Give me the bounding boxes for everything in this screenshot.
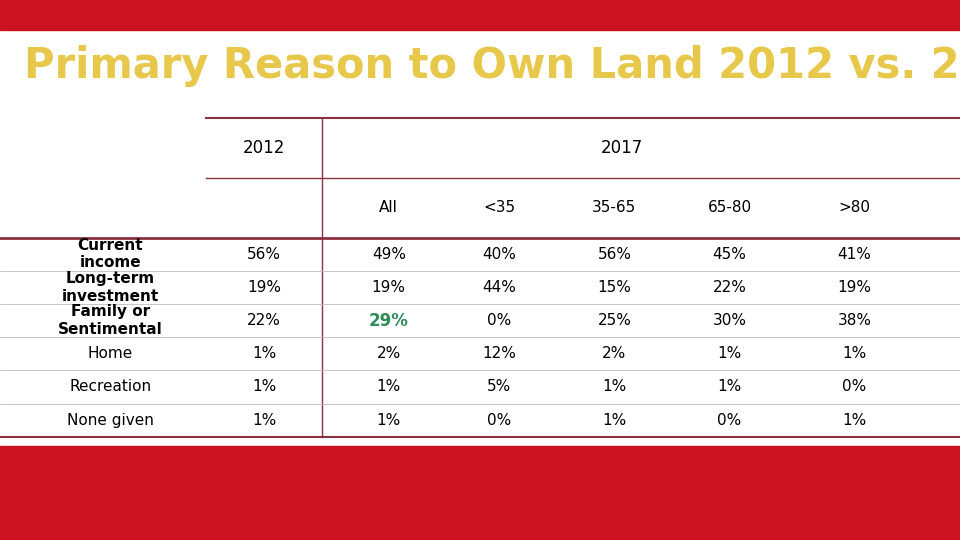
Text: 0%: 0%: [842, 380, 867, 394]
Text: >80: >80: [838, 200, 871, 215]
Text: 0%: 0%: [717, 413, 742, 428]
Text: 35-65: 35-65: [592, 200, 636, 215]
Text: All: All: [379, 200, 398, 215]
Text: 45%: 45%: [712, 247, 747, 261]
Text: 22%: 22%: [247, 313, 281, 328]
Text: Iowa State University: Iowa State University: [21, 477, 172, 490]
Text: <35: <35: [483, 200, 516, 215]
Text: 12%: 12%: [482, 346, 516, 361]
Text: 1%: 1%: [717, 346, 742, 361]
Text: 2017: 2017: [600, 139, 643, 157]
Text: 19%: 19%: [372, 280, 406, 295]
Text: Long-term
investment: Long-term investment: [61, 271, 159, 303]
Text: 19%: 19%: [837, 280, 872, 295]
Text: Home: Home: [87, 346, 133, 361]
Text: 1%: 1%: [717, 380, 742, 394]
Text: 1%: 1%: [376, 413, 401, 428]
Text: 5%: 5%: [487, 380, 512, 394]
Text: 41%: 41%: [837, 247, 872, 261]
Text: 1%: 1%: [602, 380, 627, 394]
Text: 1%: 1%: [376, 380, 401, 394]
Text: 0%: 0%: [487, 313, 512, 328]
Text: 38%: 38%: [837, 313, 872, 328]
Text: CARD: CARD: [855, 484, 911, 502]
Text: 25%: 25%: [597, 313, 632, 328]
Text: 1%: 1%: [252, 346, 276, 361]
Text: 56%: 56%: [247, 247, 281, 261]
Text: 1%: 1%: [842, 346, 867, 361]
Text: 56%: 56%: [597, 247, 632, 261]
Text: None given: None given: [67, 413, 154, 428]
Text: 2012: 2012: [243, 139, 285, 157]
Text: 30%: 30%: [712, 313, 747, 328]
Text: 1%: 1%: [842, 413, 867, 428]
Text: 15%: 15%: [597, 280, 632, 295]
Text: Family or
Sentimental: Family or Sentimental: [58, 305, 163, 337]
Text: Primary Reason to Own Land 2012 vs. 2017: Primary Reason to Own Land 2012 vs. 2017: [24, 45, 960, 87]
Text: 22%: 22%: [712, 280, 747, 295]
Text: Ag Decision Maker: Ag Decision Maker: [372, 485, 531, 500]
Text: 44%: 44%: [482, 280, 516, 295]
Text: 29%: 29%: [369, 312, 409, 329]
Text: Recreation: Recreation: [69, 380, 152, 394]
Text: 49%: 49%: [372, 247, 406, 261]
Text: 40%: 40%: [482, 247, 516, 261]
Text: 2%: 2%: [376, 346, 401, 361]
Text: 1%: 1%: [602, 413, 627, 428]
Text: 65-80: 65-80: [708, 200, 752, 215]
Text: Current
income: Current income: [78, 238, 143, 271]
Text: 0%: 0%: [487, 413, 512, 428]
Text: 19%: 19%: [247, 280, 281, 295]
Text: 1%: 1%: [252, 413, 276, 428]
Text: 2%: 2%: [602, 346, 627, 361]
Text: 1%: 1%: [252, 380, 276, 394]
Text: Extension and Outreach: Extension and Outreach: [21, 509, 147, 518]
